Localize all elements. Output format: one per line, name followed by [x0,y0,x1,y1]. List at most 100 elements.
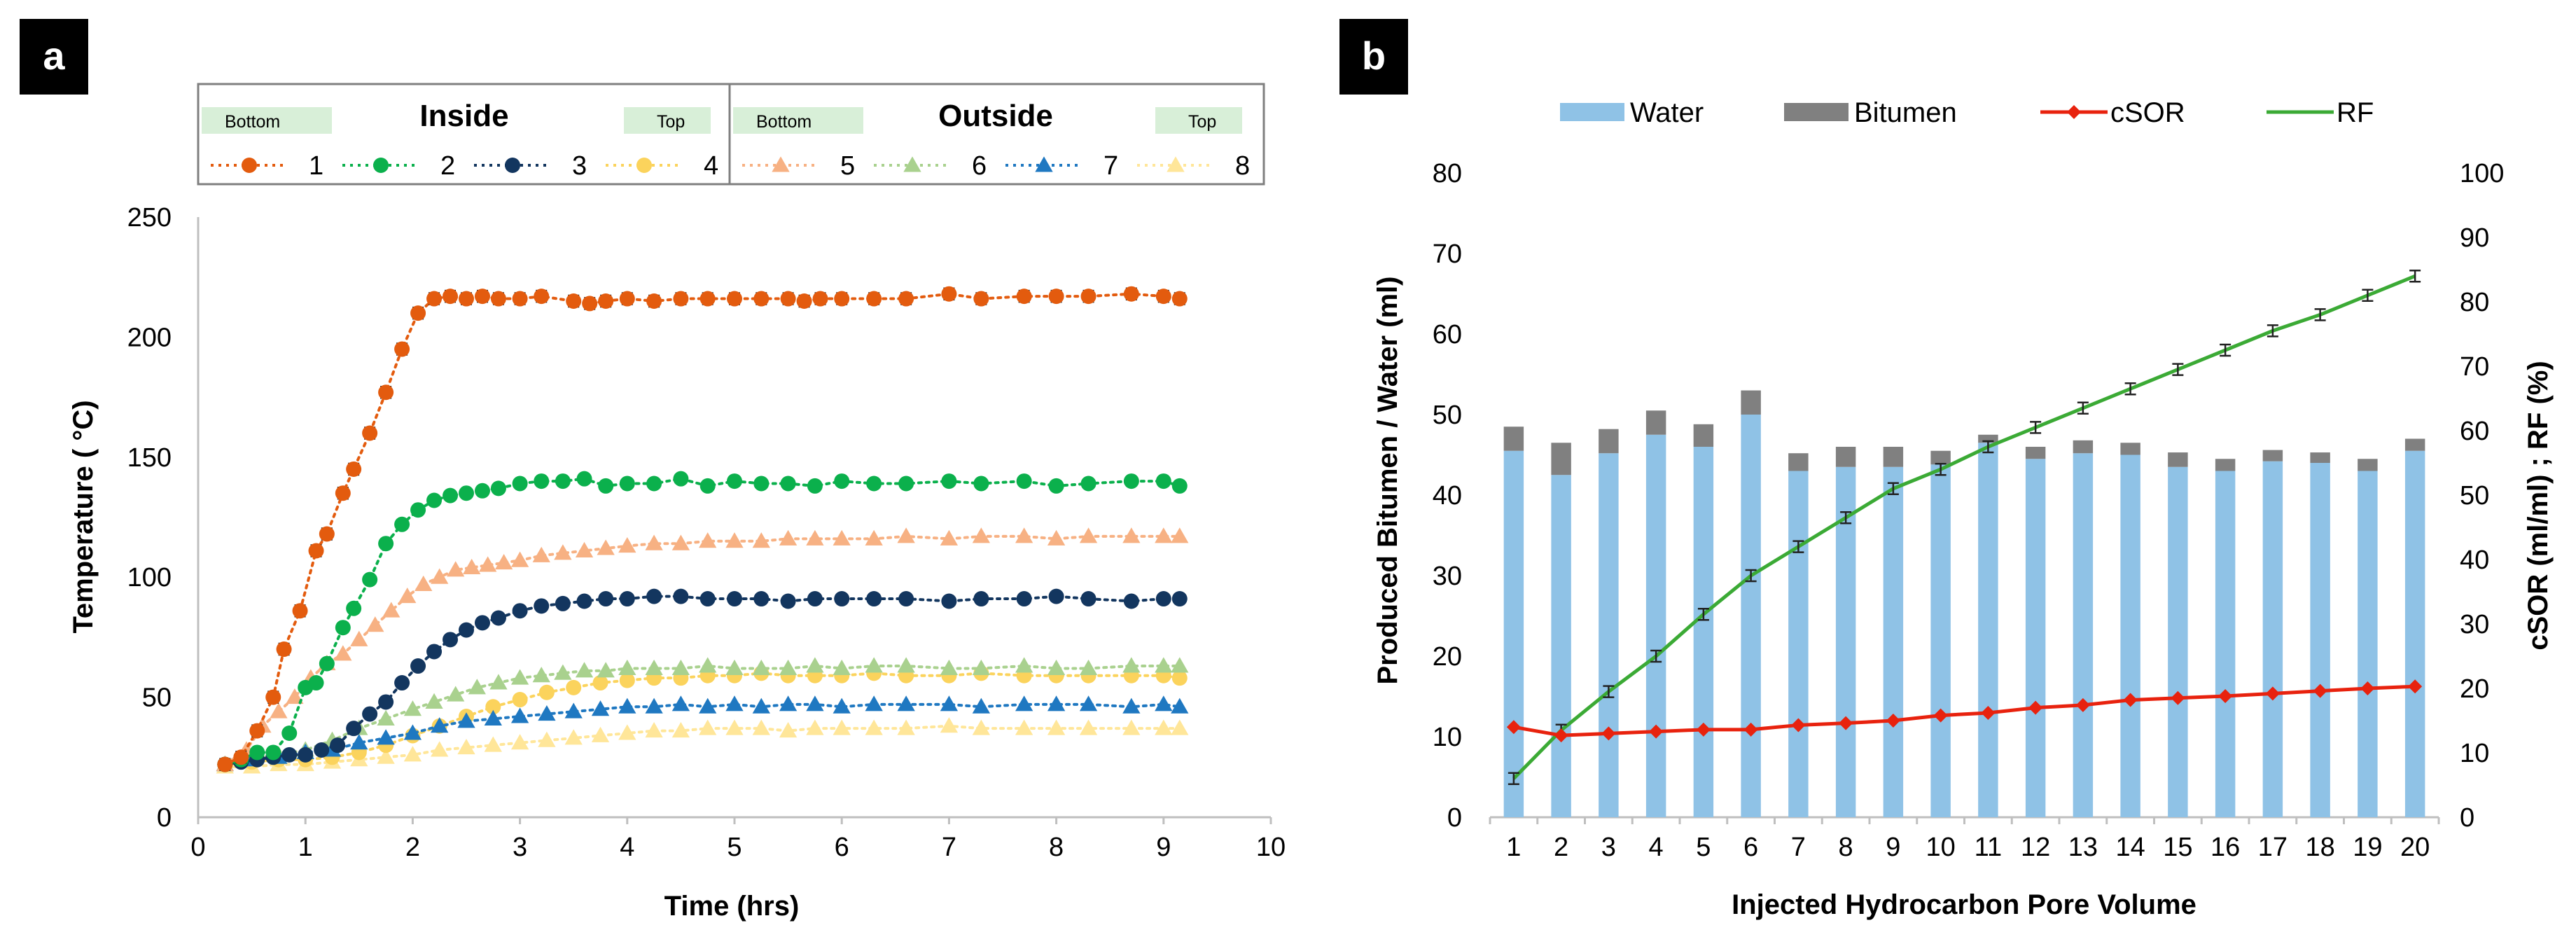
legend-marker-4 [636,158,652,173]
data-point [1080,591,1096,607]
panel-a-label: a [43,34,65,78]
data-point [474,483,490,499]
data-point [554,544,572,560]
panel-a: a Bottom Top Inside 1 2 3 4 Bottom Top Outside 5 6 7… [20,19,1286,922]
x-tick-label: 0 [190,833,205,862]
data-point [510,551,529,567]
data-point [725,659,744,675]
data-point [806,657,824,673]
y-left-tick-label: 60 [1433,320,1462,349]
bar-water [2168,466,2188,817]
data-point [292,603,308,619]
data-point [403,746,422,762]
data-point [833,719,851,735]
bar-water [1645,434,1666,817]
data-point [834,591,850,607]
legend-marker-7 [1035,156,1053,172]
data-point [940,695,959,711]
data-point [335,620,351,636]
csor-point [1601,726,1616,741]
data-point [1155,657,1173,673]
legend-marker-6 [903,156,921,172]
data-point [576,593,592,609]
data-point [1015,719,1033,735]
data-point [671,695,690,711]
bar-bitumen [2025,447,2046,459]
x-tick-label: 9 [1886,833,1900,862]
x-tick-label: 9 [1156,833,1171,862]
data-point [415,575,433,591]
csor-point [2218,689,2233,704]
data-point [426,291,443,307]
data-point [489,674,508,690]
csor-point [1649,724,1664,739]
data-point [403,700,422,716]
data-point [1155,591,1171,607]
data-point [410,658,426,674]
data-point [1016,473,1032,490]
x-tick-label: 2 [1554,833,1568,862]
y-right-tick-label: 30 [2460,610,2489,639]
bar-bitumen [2404,438,2425,451]
data-point [431,741,449,757]
data-point [431,568,449,584]
bar-bitumen [1551,443,1571,475]
data-point [753,291,770,307]
legend-label-5: 5 [840,151,855,181]
data-point [972,697,991,714]
data-point [898,475,914,492]
bar-bitumen [1741,390,1761,415]
data-point [490,291,506,307]
csor-point [1886,714,1900,728]
data-point [346,600,362,616]
data-point [591,726,610,742]
bar-bitumen [1883,447,1904,467]
legend-bottom-tag [733,107,863,134]
x-tick-label: 14 [2115,833,2145,862]
data-point [865,695,883,711]
data-point [812,291,828,307]
y-right-tick-label: 100 [2460,159,2504,188]
bar-water [1835,466,1856,817]
x-tick-label: 12 [2021,833,2050,862]
legend-swatch-bitumen [1784,103,1849,121]
data-point [898,591,914,607]
data-point [597,662,615,678]
rf-line [1512,274,2416,780]
panel-b-legend: Water Bitumen cSOR RF [1560,97,2374,128]
data-point [592,675,608,691]
bar-bitumen [2358,459,2378,471]
bar-water [1788,471,1809,817]
data-point [865,529,883,546]
data-point [298,747,314,763]
bar-bitumen [1693,424,1714,447]
bar-water [2310,463,2330,817]
data-point [425,693,443,709]
legend-label-csor: cSOR [2110,97,2185,128]
bar-water [1599,453,1619,817]
x-tick-label: 6 [1743,833,1758,862]
data-point [673,588,689,604]
data-point [1171,697,1189,714]
legend-label-1: 1 [309,151,323,181]
x-tick-label: 17 [2258,833,2288,862]
data-point [806,695,824,711]
bar-water [2073,453,2094,817]
data-point [1155,473,1171,490]
data-point [575,541,594,557]
legend-marker-5 [772,156,790,172]
data-point [426,492,443,508]
y-right-tick-label: 20 [2460,674,2489,704]
data-point [463,558,481,574]
data-point [1123,286,1139,302]
x-tick-label: 16 [2211,833,2240,862]
bar-water [2358,471,2378,817]
data-point [468,679,486,695]
data-point [1015,527,1033,543]
data-point [1122,527,1141,543]
data-point [538,731,556,747]
y-left-tick-label: 40 [1433,481,1462,511]
data-point [597,539,615,555]
data-point [752,659,770,675]
data-point [1047,529,1066,546]
